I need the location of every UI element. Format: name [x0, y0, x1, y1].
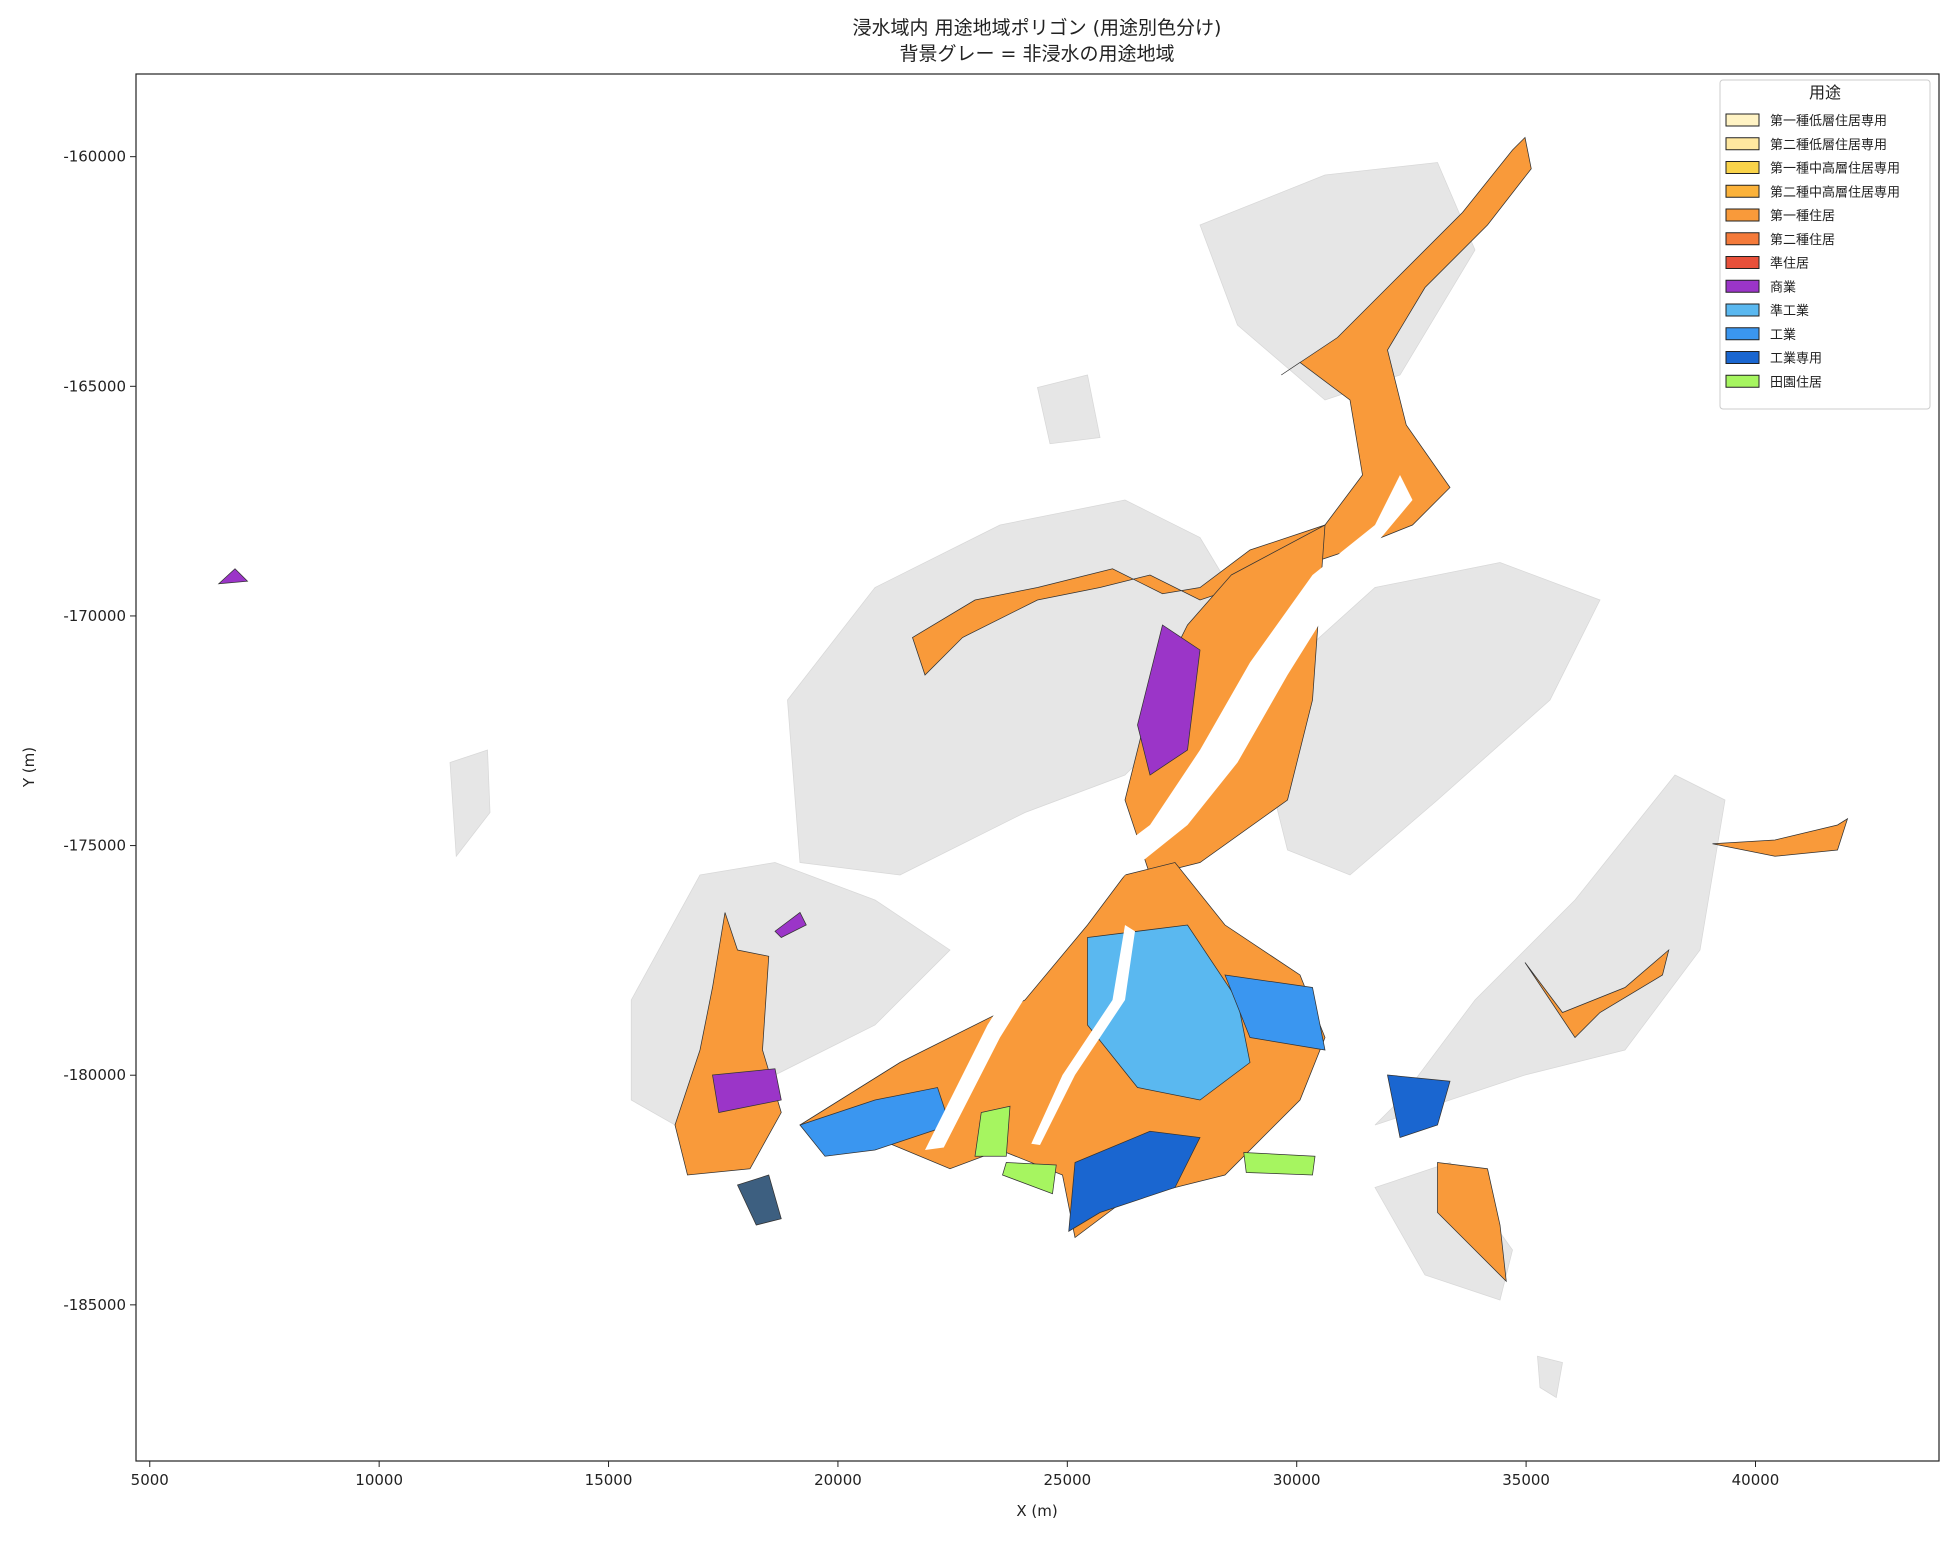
legend-label: 第二種中高層住居専用 — [1770, 184, 1900, 200]
legend-box — [1719, 79, 1931, 410]
x-tick-label: 40000 — [1732, 1471, 1780, 1489]
legend-swatch — [1725, 137, 1760, 151]
legend-swatch — [1725, 351, 1760, 364]
x-tick-label: 35000 — [1502, 1471, 1550, 1489]
x-axis-label: X (m) — [1016, 1502, 1057, 1520]
legend-label: 第一種住居 — [1770, 208, 1835, 224]
rural-2 — [1002, 1162, 1057, 1195]
x-tick-label: 20000 — [814, 1471, 862, 1489]
commercial-2 — [712, 1068, 782, 1113]
y-tick-label: -160000 — [63, 148, 126, 166]
legend-swatch — [1725, 256, 1760, 269]
commercial-1 — [1137, 624, 1201, 776]
map-shapes — [217, 136, 1849, 1399]
legend-swatch — [1725, 279, 1760, 293]
legend-swatch — [1725, 184, 1760, 198]
legend-label: 準住居 — [1770, 256, 1809, 272]
legend-swatch — [1725, 208, 1760, 222]
north-valley — [912, 136, 1532, 676]
legend-swatch — [1725, 113, 1760, 127]
river-branch — [1031, 925, 1135, 1145]
x-tick-label: 10000 — [355, 1471, 403, 1489]
x-tick-label: 30000 — [1273, 1471, 1321, 1489]
legend-swatch — [1725, 303, 1760, 317]
axes-frame — [135, 73, 1940, 1462]
background-zones — [449, 162, 1726, 1399]
rural-1 — [974, 1105, 1011, 1157]
chart-title: 浸水域内 用途地域ポリゴン (用途別色分け) — [853, 17, 1222, 39]
legend-swatch — [1725, 232, 1760, 246]
legend-label: 第二種低層住居専用 — [1770, 137, 1887, 153]
x-tick-label: 15000 — [585, 1471, 633, 1489]
legend-label: 田園住居 — [1770, 375, 1822, 390]
legend-swatch — [1725, 327, 1760, 341]
x-tick-label: 5000 — [131, 1471, 169, 1489]
x-tick-label: 25000 — [1043, 1471, 1091, 1489]
industrial-east — [1224, 974, 1326, 1051]
south-east — [1437, 1162, 1507, 1283]
y-tick-label: -180000 — [63, 1066, 126, 1084]
y-tick-label: -170000 — [63, 607, 126, 625]
rural-3 — [1243, 1152, 1316, 1176]
port-area — [736, 1174, 782, 1226]
legend-label: 工業 — [1770, 327, 1796, 343]
legend-swatch — [1725, 161, 1760, 174]
industrial-ne — [1387, 1074, 1451, 1138]
legend-label: 準工業 — [1770, 303, 1809, 319]
legend-label: 第一種低層住居専用 — [1770, 113, 1887, 129]
y-tick-label: -165000 — [63, 377, 126, 395]
legend-title: 用途 — [1809, 83, 1841, 102]
chart-subtitle: 背景グレー = 非浸水の用途地域 — [900, 43, 1175, 65]
west-area — [674, 912, 782, 1176]
y-axis-label: Y (m) — [20, 747, 38, 788]
commercial-3 — [217, 568, 249, 585]
river — [925, 475, 1413, 1150]
far-east — [1712, 817, 1849, 857]
y-tick-label: -185000 — [63, 1296, 126, 1314]
legend-swatch — [1725, 374, 1760, 388]
east-strip — [1524, 948, 1670, 1039]
legend-label: 商業 — [1770, 279, 1796, 295]
legend-label: 第一種中高層住居専用 — [1770, 161, 1900, 177]
industrial-south — [1068, 1130, 1201, 1232]
legend-label: 工業専用 — [1770, 351, 1822, 367]
legend-label: 第二種住居 — [1770, 232, 1835, 248]
y-tick-label: -175000 — [63, 837, 126, 855]
commercial-4 — [774, 911, 807, 938]
